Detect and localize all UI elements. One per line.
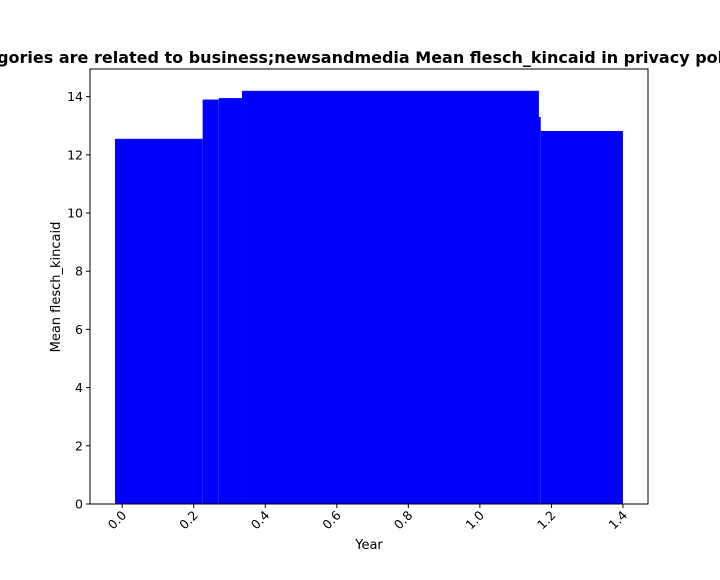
y-tick-label: 4	[75, 380, 83, 395]
bar-2	[218, 98, 243, 504]
bar-3	[242, 90, 539, 504]
bar-5	[540, 130, 623, 505]
bar-0	[115, 138, 203, 504]
y-tick-label: 10	[67, 206, 83, 221]
x-tick-label: 1.4	[605, 507, 630, 532]
y-tick-label: 14	[67, 89, 83, 104]
chart-title: Categories are related to business;newsa…	[0, 48, 720, 67]
bars-layer	[115, 90, 623, 505]
y-tick-label: 2	[75, 438, 83, 453]
x-tick-label: 0.6	[319, 507, 344, 532]
x-tick-label: 0.4	[248, 507, 273, 532]
plot-frame	[89, 68, 649, 505]
y-axis: 0 2 4 6 8 10 12 14	[67, 89, 90, 512]
y-tick-label: 8	[75, 264, 83, 279]
x-axis: 0.0 0.2 0.4 0.6 0.8 1.0 1.2 1.4	[105, 504, 630, 532]
x-tick-label: 0.8	[391, 507, 416, 532]
x-tick-label: 1.2	[534, 508, 559, 533]
x-tick-label: 0.2	[176, 508, 201, 533]
y-tick-label: 12	[67, 147, 83, 162]
y-axis-label: Mean flesch_kincaid	[49, 222, 64, 353]
bar-4	[535, 117, 541, 504]
x-axis-label: Year	[354, 538, 383, 553]
bar-1	[202, 99, 219, 505]
y-tick-label: 0	[75, 497, 83, 512]
x-tick-label: 0.0	[105, 507, 130, 532]
y-tick-label: 6	[75, 322, 83, 337]
x-tick-label: 1.0	[462, 507, 487, 532]
